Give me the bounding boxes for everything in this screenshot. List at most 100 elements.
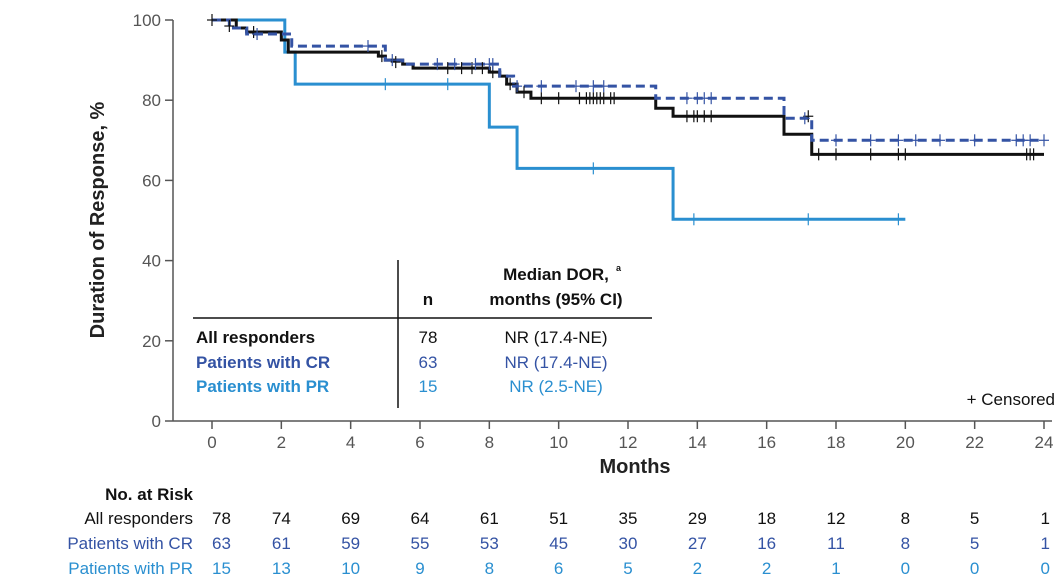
censor-mark-cr <box>536 80 547 93</box>
risk-value: 5 <box>623 559 632 578</box>
censor-mark-cr <box>910 134 921 147</box>
censor-mark-all <box>1028 148 1039 161</box>
risk-value: 63 <box>212 534 231 553</box>
legend-row-median: NR (2.5-NE) <box>509 377 603 396</box>
y-tick-label: 60 <box>142 171 161 190</box>
legend-row-label: Patients with CR <box>196 353 330 372</box>
risk-value: 30 <box>619 534 638 553</box>
censor-mark-cr <box>935 134 945 147</box>
risk-value: 69 <box>341 509 360 528</box>
risk-value: 2 <box>693 559 702 578</box>
risk-row-label: Patients with CR <box>67 534 193 553</box>
risk-value: 61 <box>480 509 499 528</box>
censor-mark-cr <box>681 92 692 105</box>
risk-value: 8 <box>485 559 494 578</box>
legend-row-label: Patients with PR <box>196 377 329 396</box>
censor-mark-all <box>376 50 387 63</box>
legend-table-background <box>188 255 660 411</box>
censor-mark-all <box>900 148 911 161</box>
legend-table: n Median DOR, a months (95% CI) All responde… <box>188 255 660 411</box>
censor-mark-all <box>224 20 235 33</box>
risk-value: 8 <box>901 534 910 553</box>
y-tick-label: 0 <box>152 412 161 431</box>
risk-row-label: Patients with PR <box>68 559 193 578</box>
risk-value: 11 <box>827 534 845 553</box>
risk-value: 10 <box>341 559 360 578</box>
censor-mark-cr <box>588 80 599 93</box>
y-tick-label: 20 <box>142 332 161 351</box>
x-tick-label: 24 <box>1035 433 1054 452</box>
risk-value: 53 <box>480 534 499 553</box>
censor-mark-all <box>609 92 620 105</box>
censor-mark-cr <box>1039 134 1049 147</box>
censor-mark-cr <box>432 58 443 71</box>
x-tick-label: 12 <box>619 433 638 452</box>
x-tick-label: 14 <box>688 433 707 452</box>
risk-value: 1 <box>1041 509 1050 528</box>
censor-mark-cr <box>252 28 263 41</box>
risk-value: 0 <box>970 559 979 578</box>
risk-value: 78 <box>212 509 231 528</box>
risk-value: 12 <box>827 509 846 528</box>
censor-mark-cr <box>706 92 717 105</box>
risk-value: 27 <box>688 534 707 553</box>
censored-legend: + Censored <box>967 390 1055 409</box>
curve-pr <box>212 18 906 221</box>
risk-value: 74 <box>272 509 291 528</box>
censor-mark-cr <box>1025 134 1036 147</box>
risk-value: 13 <box>272 559 291 578</box>
legend-row-label: All responders <box>196 328 315 347</box>
legend-row-n: 78 <box>419 328 438 347</box>
censor-mark-pr <box>893 213 904 226</box>
risk-value: 61 <box>272 534 291 553</box>
risk-value: 9 <box>415 559 424 578</box>
x-tick-label: 2 <box>277 433 286 452</box>
risk-row-label: All responders <box>84 509 193 528</box>
risk-value: 6 <box>554 559 563 578</box>
risk-value: 35 <box>619 509 638 528</box>
x-tick-label: 10 <box>549 433 568 452</box>
censor-mark-all <box>813 148 824 161</box>
censor-mark-cr <box>865 134 876 147</box>
risk-value: 16 <box>757 534 776 553</box>
x-tick-label: 18 <box>827 433 846 452</box>
risk-value: 15 <box>212 559 231 578</box>
censor-mark-all <box>207 14 217 26</box>
risk-value: 2 <box>762 559 771 578</box>
risk-value: 1 <box>831 559 840 578</box>
x-tick-label: 4 <box>346 433 355 452</box>
survival-curves <box>212 18 1044 221</box>
y-axis-title: Duration of Response, % <box>87 101 109 338</box>
legend-header-footnote: a <box>616 263 622 273</box>
censor-marks <box>207 14 1049 226</box>
censor-mark-cr <box>449 58 460 71</box>
censor-mark-all <box>706 110 717 123</box>
censor-mark-all <box>519 86 529 99</box>
censor-mark-pr <box>803 213 814 226</box>
legend-row-n: 15 <box>419 377 438 396</box>
risk-value: 0 <box>1041 559 1050 578</box>
x-tick-label: 6 <box>415 433 424 452</box>
risk-value: 8 <box>901 509 910 528</box>
y-tick-label: 100 <box>133 11 161 30</box>
censor-mark-cr <box>363 40 373 53</box>
censor-mark-pr <box>380 78 391 91</box>
risk-value: 1 <box>1041 534 1050 553</box>
censor-mark-cr <box>512 80 523 93</box>
censor-mark-all <box>442 62 453 75</box>
risk-value: 0 <box>901 559 910 578</box>
censor-mark-cr <box>487 58 498 71</box>
censor-mark-cr <box>598 80 609 93</box>
censor-mark-all <box>505 78 516 91</box>
legend-row-median: NR (17.4-NE) <box>505 353 608 372</box>
risk-value: 5 <box>970 534 979 553</box>
risk-value: 51 <box>549 509 568 528</box>
risk-value: 18 <box>757 509 776 528</box>
censor-mark-cr <box>831 134 841 147</box>
legend-header-median-line1: Median DOR, <box>503 265 609 284</box>
risk-value: 55 <box>411 534 430 553</box>
curve-cr <box>212 18 1044 142</box>
